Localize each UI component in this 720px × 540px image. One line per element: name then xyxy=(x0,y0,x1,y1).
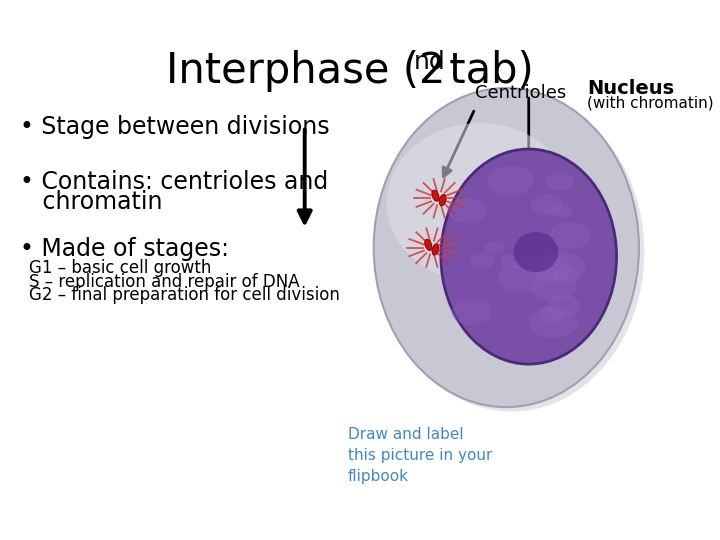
Ellipse shape xyxy=(487,165,534,196)
Text: (with chromatin): (with chromatin) xyxy=(587,96,714,111)
Ellipse shape xyxy=(469,252,495,269)
Text: G2 – final preparation for cell division: G2 – final preparation for cell division xyxy=(29,286,340,304)
Ellipse shape xyxy=(528,306,578,338)
Ellipse shape xyxy=(551,203,572,218)
Ellipse shape xyxy=(441,149,616,364)
Text: nd: nd xyxy=(414,50,446,74)
Text: S – replication and repair of DNA: S – replication and repair of DNA xyxy=(29,273,300,291)
Ellipse shape xyxy=(498,262,546,293)
Ellipse shape xyxy=(379,92,644,411)
Text: Nucleus: Nucleus xyxy=(587,79,674,98)
Ellipse shape xyxy=(545,172,574,191)
Text: Centrioles: Centrioles xyxy=(475,84,566,102)
Ellipse shape xyxy=(447,198,487,223)
Text: • Made of stages:: • Made of stages: xyxy=(19,238,229,261)
Ellipse shape xyxy=(500,254,524,269)
Ellipse shape xyxy=(432,244,439,255)
Ellipse shape xyxy=(547,295,580,316)
Text: • Contains: centrioles and: • Contains: centrioles and xyxy=(19,170,328,194)
Ellipse shape xyxy=(451,299,492,325)
Ellipse shape xyxy=(439,194,446,206)
Ellipse shape xyxy=(485,241,505,254)
Ellipse shape xyxy=(539,307,564,322)
Ellipse shape xyxy=(425,239,432,251)
Ellipse shape xyxy=(540,252,586,281)
Text: Interphase (2: Interphase (2 xyxy=(166,50,445,92)
Text: chromatin: chromatin xyxy=(19,190,162,214)
Ellipse shape xyxy=(387,123,572,282)
Text: tab): tab) xyxy=(436,50,534,92)
Ellipse shape xyxy=(531,194,563,215)
Text: • Stage between divisions: • Stage between divisions xyxy=(19,114,329,139)
Text: Draw and label
this picture in your
flipbook: Draw and label this picture in your flip… xyxy=(348,427,492,484)
Ellipse shape xyxy=(554,266,580,284)
Text: G1 – basic cell growth: G1 – basic cell growth xyxy=(29,259,211,277)
Ellipse shape xyxy=(549,221,591,249)
Ellipse shape xyxy=(531,272,576,301)
Ellipse shape xyxy=(432,190,439,201)
Ellipse shape xyxy=(374,88,639,407)
Ellipse shape xyxy=(528,252,572,281)
Ellipse shape xyxy=(513,232,558,272)
